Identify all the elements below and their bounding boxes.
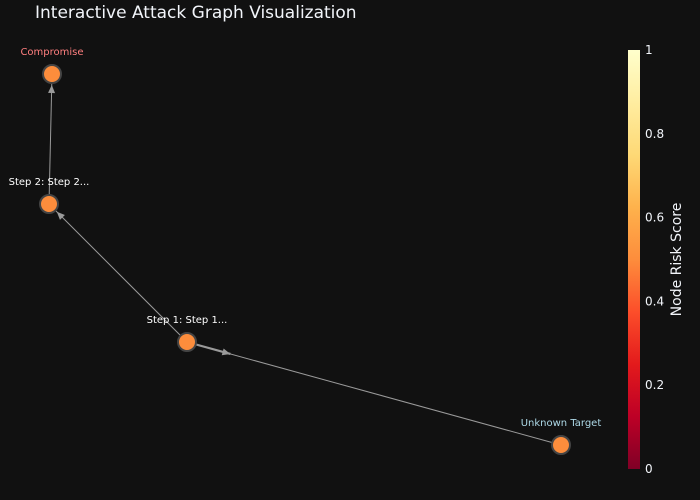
arrowheads-layer (48, 84, 231, 356)
arrowhead-step1-target (221, 348, 231, 356)
node-target[interactable] (551, 435, 571, 455)
node-step2[interactable] (39, 194, 59, 214)
chart-title: Interactive Attack Graph Visualization (35, 3, 357, 23)
edges-layer (48, 73, 562, 446)
edge-step2-compromise (48, 73, 53, 205)
node-compromise[interactable] (42, 64, 62, 84)
colorbar-tick-label: 0.6 (645, 211, 664, 225)
colorbar-tick-label: 0 (645, 462, 653, 476)
colorbar-gradient (628, 50, 640, 469)
edge-step1-target (186, 341, 562, 446)
colorbar: 0 0.2 0.4 0.6 0.8 1 Node Risk Score (628, 43, 685, 476)
node-label-target: Unknown Target (521, 418, 602, 429)
arrowhead-step2-compromise (48, 84, 56, 94)
nodes-layer: Compromise Step 2: Step 2... Step 1: Step … (9, 47, 602, 455)
colorbar-tick-label: 1 (645, 43, 653, 57)
node-label-compromise: Compromise (20, 47, 83, 58)
edge-step1-step2 (48, 203, 188, 343)
colorbar-tick-label: 0.8 (645, 127, 664, 141)
colorbar-title: Node Risk Score (669, 203, 685, 317)
colorbar-tick-label: 0.4 (645, 294, 664, 308)
arrowhead-step1-step2 (56, 211, 65, 220)
node-label-step2: Step 2: Step 2... (9, 177, 90, 188)
colorbar-tick-label: 0.2 (645, 378, 664, 392)
node-step1[interactable] (177, 332, 197, 352)
node-label-step1: Step 1: Step 1... (147, 315, 228, 326)
